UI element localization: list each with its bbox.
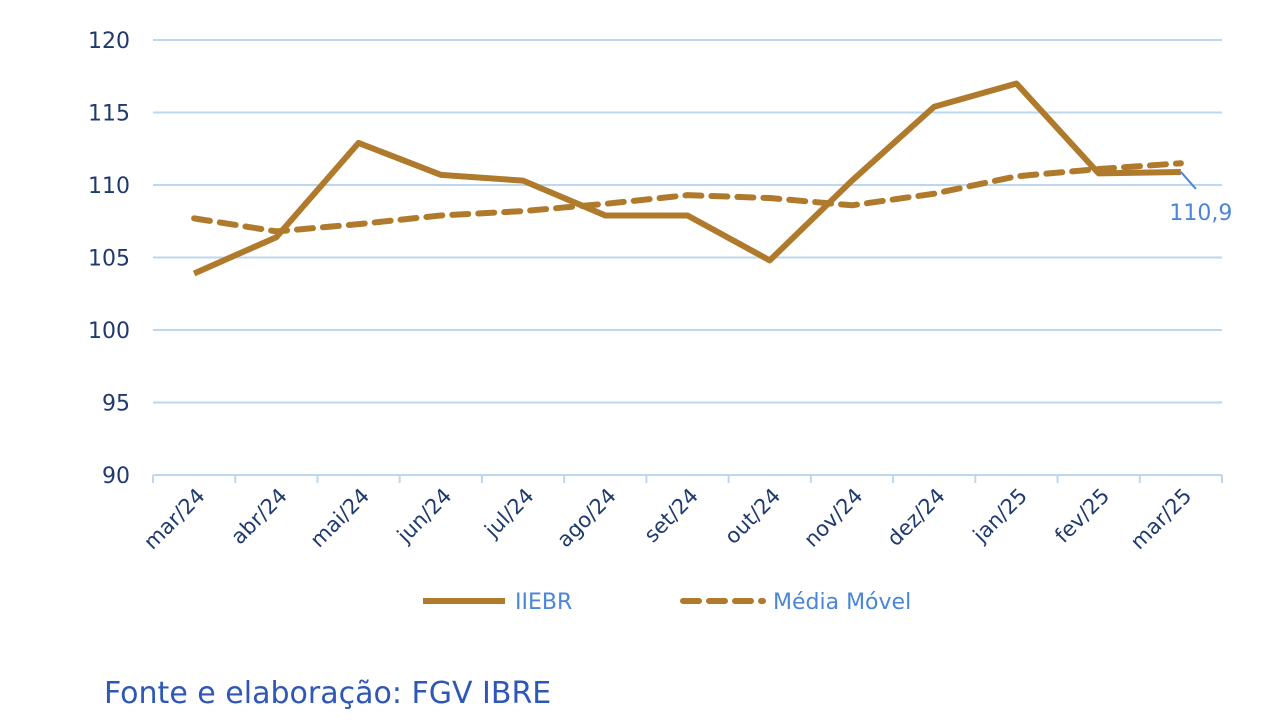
y-tick-label: 100 xyxy=(88,319,130,344)
y-tick-label: 120 xyxy=(88,29,130,54)
annotation-label: 110,9 xyxy=(1169,201,1232,226)
x-tick-label: jun/24 xyxy=(392,484,457,549)
x-tick-label: mai/24 xyxy=(306,484,375,553)
series-line-media-movel xyxy=(191,160,1184,235)
x-tick-label: mar/24 xyxy=(139,484,210,555)
y-tick-label: 115 xyxy=(88,102,130,127)
y-tick-label: 105 xyxy=(88,247,130,272)
x-tick-label: mar/25 xyxy=(1126,484,1197,555)
x-tick-label: dez/24 xyxy=(882,484,949,551)
line-chart: 90 95 100 105 110 115 120 mar/24 abr/24 mai/24 jun… xyxy=(88,29,1232,615)
x-tick-label: nov/24 xyxy=(799,484,867,552)
x-tick-label: ago/24 xyxy=(552,484,620,552)
x-tick-label: fev/25 xyxy=(1050,484,1114,548)
y-tick-label: 95 xyxy=(102,392,130,417)
annotation-leader xyxy=(1180,171,1197,190)
x-tick-label: abr/24 xyxy=(226,484,292,550)
source-note: Fonte e elaboração: FGV IBRE xyxy=(104,676,552,711)
x-tick-label: out/24 xyxy=(720,484,785,549)
x-tick-label: set/24 xyxy=(639,484,703,548)
legend-iiebr-label: IIEBR xyxy=(515,590,572,615)
y-tick-label: 110 xyxy=(88,174,130,199)
x-tick-label: jul/24 xyxy=(479,484,538,543)
legend-media-movel-label: Média Móvel xyxy=(773,590,911,615)
x-tick-label: jan/25 xyxy=(968,484,1032,548)
y-tick-label: 90 xyxy=(102,464,130,489)
